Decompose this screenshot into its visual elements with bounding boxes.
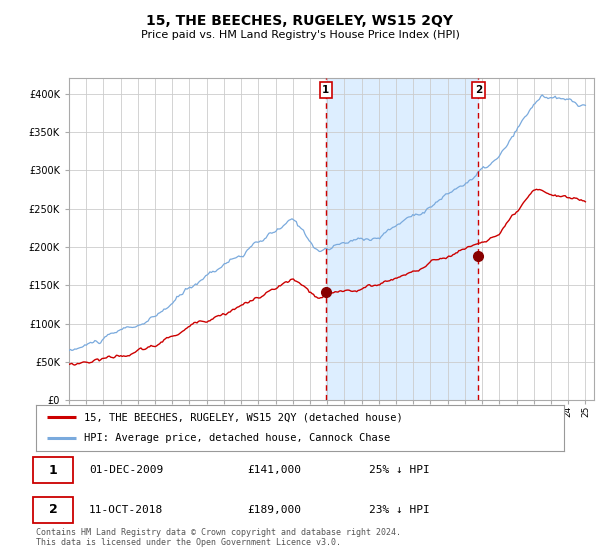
- FancyBboxPatch shape: [34, 497, 73, 523]
- Text: 1: 1: [322, 85, 329, 95]
- Text: 2: 2: [49, 503, 58, 516]
- Text: 23% ↓ HPI: 23% ↓ HPI: [368, 505, 430, 515]
- Text: 01-DEC-2009: 01-DEC-2009: [89, 465, 163, 475]
- Text: 11-OCT-2018: 11-OCT-2018: [89, 505, 163, 515]
- Text: 25% ↓ HPI: 25% ↓ HPI: [368, 465, 430, 475]
- Text: 1: 1: [49, 464, 58, 477]
- Text: £189,000: £189,000: [247, 505, 301, 515]
- Bar: [326, 78, 478, 400]
- Text: 15, THE BEECHES, RUGELEY, WS15 2QY (detached house): 15, THE BEECHES, RUGELEY, WS15 2QY (deta…: [83, 412, 402, 422]
- Text: HPI: Average price, detached house, Cannock Chase: HPI: Average price, detached house, Cann…: [83, 433, 390, 444]
- Text: 2: 2: [475, 85, 482, 95]
- Text: Contains HM Land Registry data © Crown copyright and database right 2024.
This d: Contains HM Land Registry data © Crown c…: [36, 528, 401, 547]
- Text: £141,000: £141,000: [247, 465, 301, 475]
- FancyBboxPatch shape: [34, 458, 73, 483]
- Text: Price paid vs. HM Land Registry's House Price Index (HPI): Price paid vs. HM Land Registry's House …: [140, 30, 460, 40]
- Text: 15, THE BEECHES, RUGELEY, WS15 2QY: 15, THE BEECHES, RUGELEY, WS15 2QY: [146, 14, 454, 28]
